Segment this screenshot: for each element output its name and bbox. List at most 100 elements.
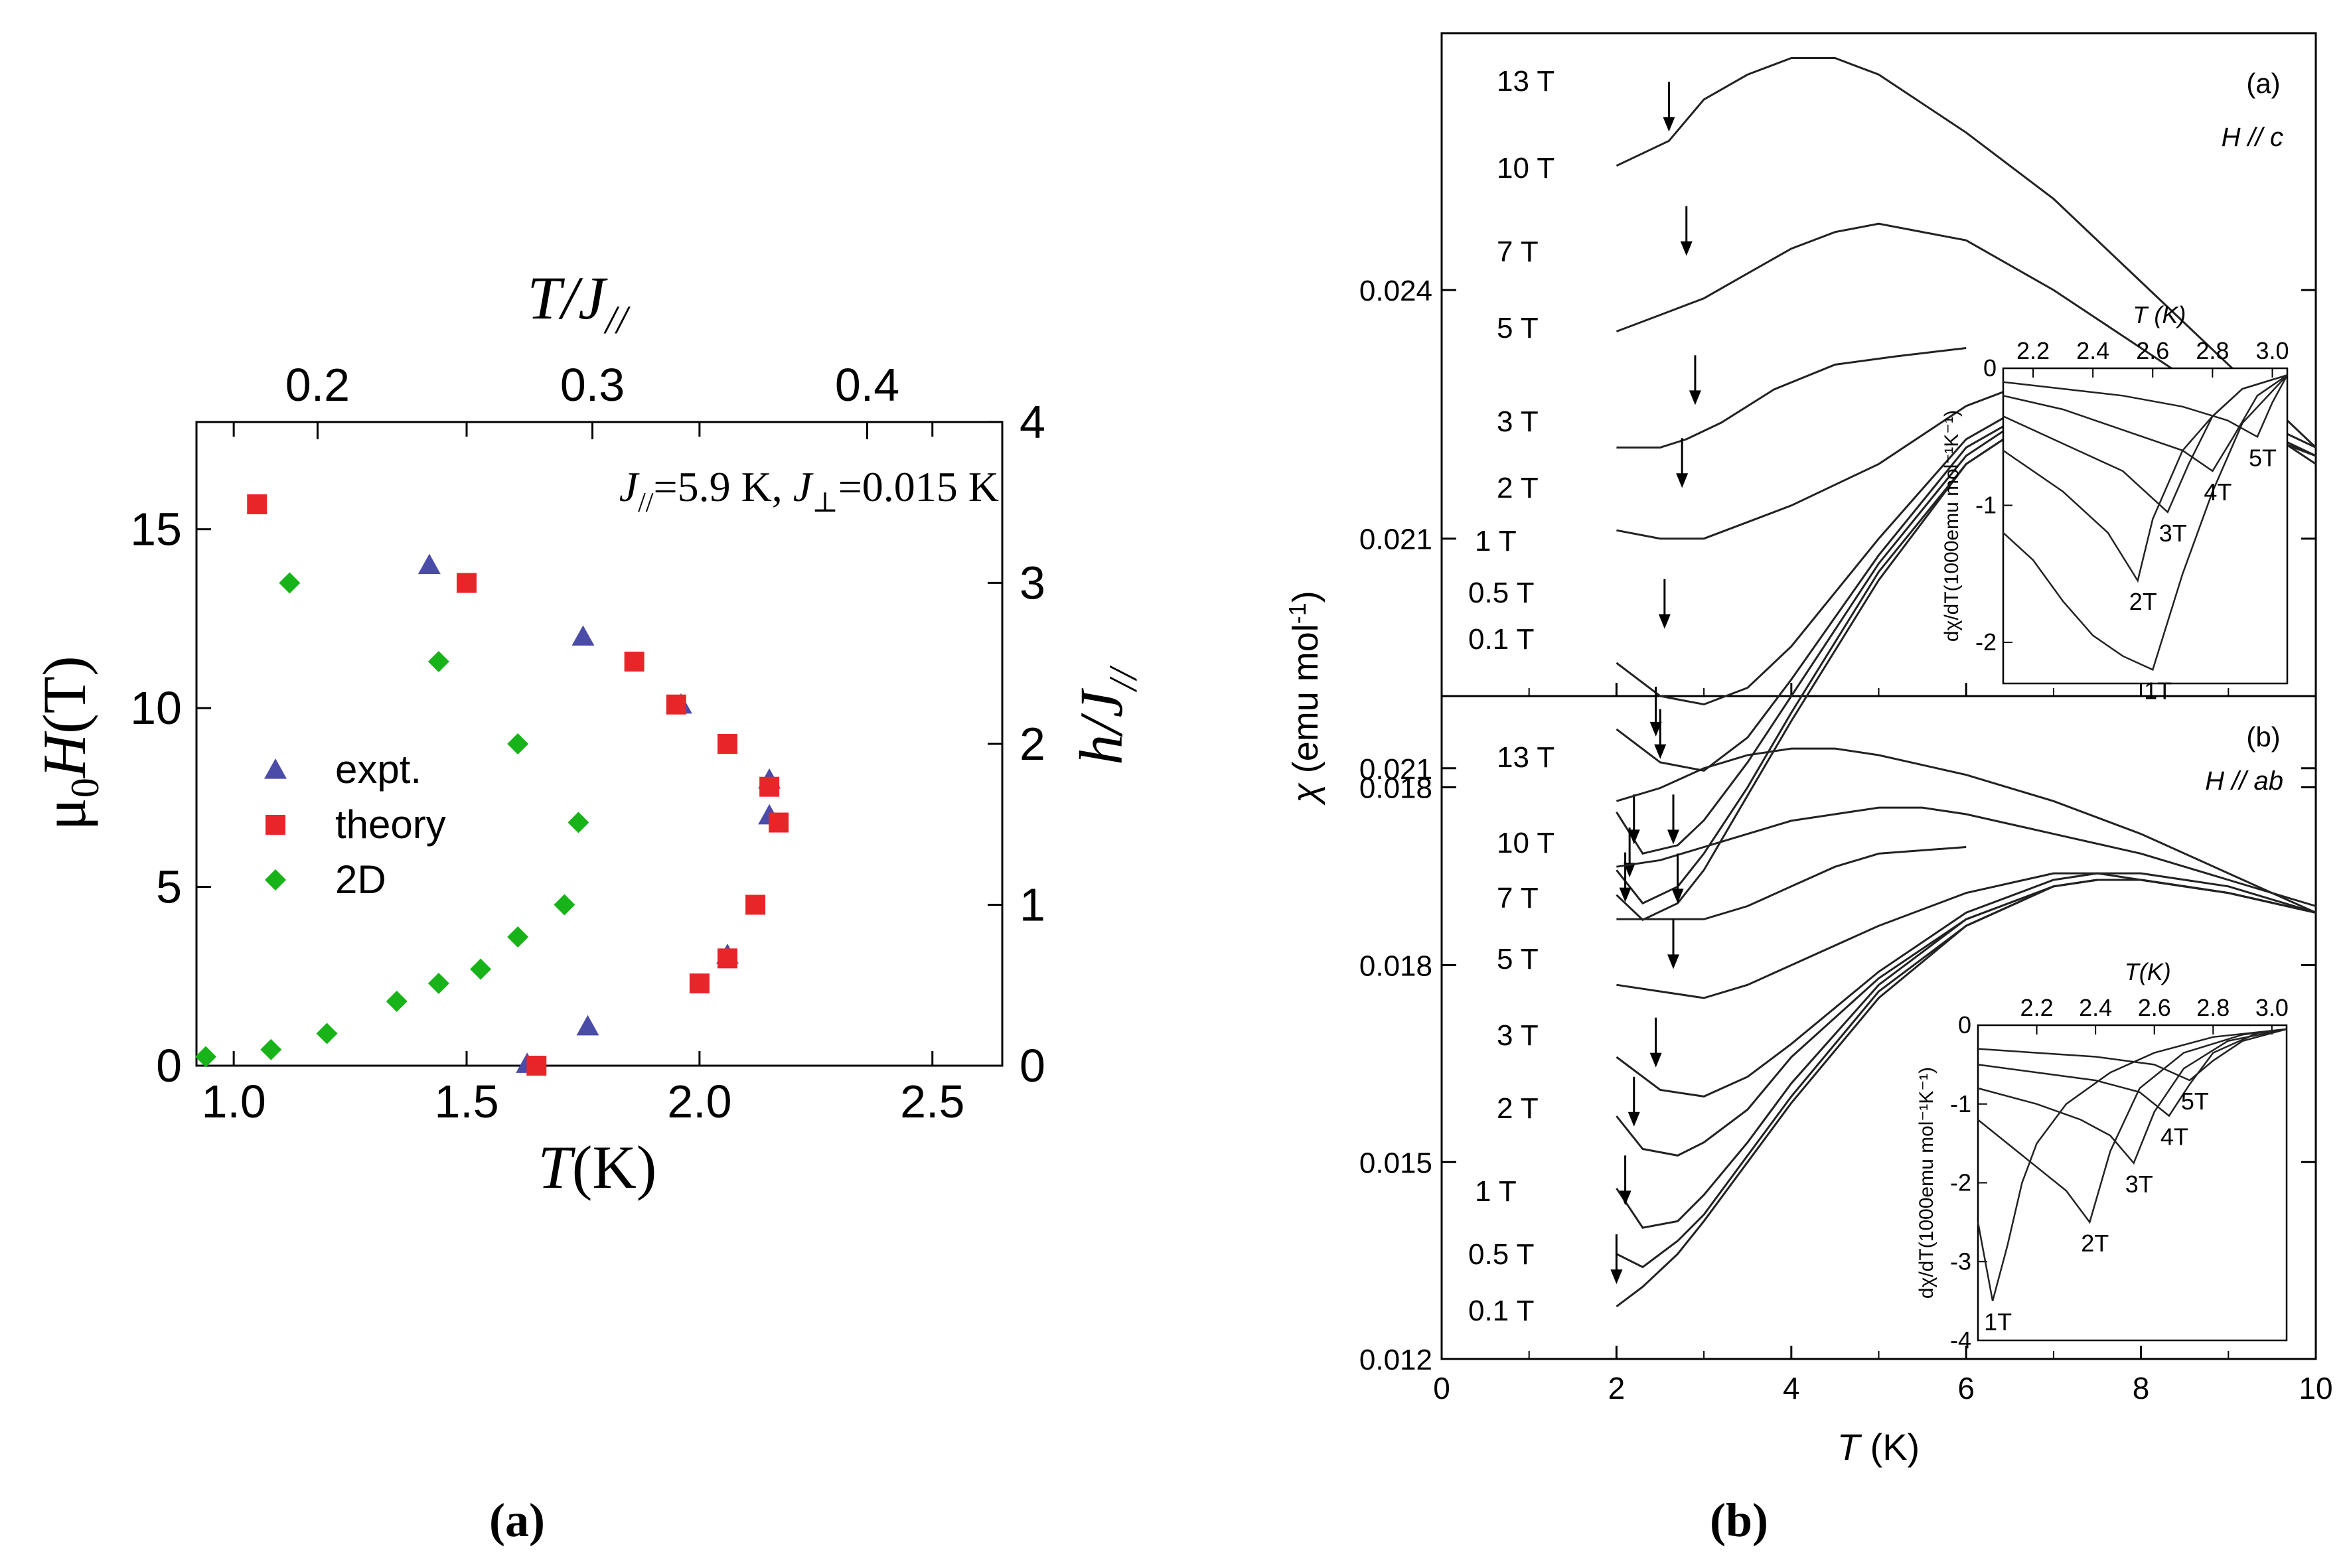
field-label: 2 T [1497, 1092, 1539, 1125]
field-label: 3 T [1497, 405, 1539, 438]
field-label: 7 T [1497, 882, 1539, 914]
x-tick-label: 0 [1433, 1371, 1450, 1405]
legend-marker [265, 815, 285, 835]
panel-a-x-axis-title: T(K) [538, 1133, 657, 1201]
point-2d [470, 958, 492, 980]
point-theory [759, 776, 780, 797]
curve-13T [1616, 747, 2316, 914]
inset-x-tick-label: 2.4 [2079, 994, 2112, 1021]
inset-x-tick-label: 2.8 [2196, 337, 2229, 364]
legend-label: expt. [335, 747, 421, 792]
arrow-head [1680, 241, 1693, 256]
arrow-head [1610, 1269, 1623, 1285]
x-tick-label: 1.0 [201, 1076, 265, 1127]
field-label: 10 T [1497, 827, 1554, 859]
field-label: 1 T [1475, 1175, 1517, 1208]
point-expt [571, 625, 595, 646]
right-tick-label: 2 [1020, 718, 1045, 770]
inset-curve [1977, 1028, 2287, 1165]
panel-a-chart: 1.0 1.5 2.0 2.5 0 5 10 15 0.2 0.3 0.4 0 1 2 3 4 T/J// T… [31, 264, 1145, 1201]
y-tick-label: 0.015 [1359, 1147, 1432, 1179]
curve-10T [1616, 806, 2316, 907]
legend-label: theory [335, 802, 446, 847]
x-tick-label: 2.0 [667, 1076, 731, 1127]
inset-curve [1977, 1028, 2287, 1224]
arrow-head [1628, 829, 1640, 845]
point-theory [689, 973, 710, 994]
point-2d [195, 1046, 217, 1068]
inset-curve-label: 2T [2081, 1230, 2109, 1257]
panel-a-y-axis-title: μ0H(T) [31, 656, 107, 830]
panel-a-legend: expt. theory 2D [264, 747, 446, 902]
field-label: 0.1 T [1468, 1295, 1534, 1327]
inset-curve [2003, 374, 2289, 439]
panel-b-labels: 13 T 10 T 7 T 5 T 3 T 2 T 1 T 0.5 T 0.1 T (a) H //… [1468, 65, 2283, 1327]
field-label: 5 T [1497, 312, 1539, 344]
field-direction: H // c [2222, 123, 2283, 152]
x-tick-label: 2.5 [900, 1076, 964, 1127]
point-theory [457, 573, 477, 593]
inset-y-tick-label: -4 [1950, 1326, 1971, 1354]
inset-curve [2003, 374, 2288, 472]
top-tick-label: 0.4 [835, 359, 899, 411]
inset-x-tick-label: 2.4 [2076, 337, 2109, 364]
y-tick-label: 0.021 [1359, 753, 1432, 786]
top-tick-label: 0.2 [285, 359, 350, 411]
point-expt [417, 553, 441, 575]
inset-curve [2003, 374, 2288, 672]
point-theory [717, 948, 737, 969]
inset-x-title: T(K) [2125, 958, 2171, 985]
inset-y-tick-label: -2 [1975, 628, 1997, 656]
arrow-head [1628, 1111, 1640, 1127]
field-label: 10 T [1497, 152, 1554, 184]
point-theory [745, 894, 766, 915]
legend-label: 2D [335, 857, 386, 902]
right-tick-label: 3 [1020, 557, 1045, 608]
point-theory [717, 734, 737, 754]
inset-curve-label: 2T [2129, 588, 2157, 615]
inset-curve-label: 4T [2160, 1123, 2188, 1151]
inset-x-tick-label: 2.2 [2016, 337, 2050, 364]
point-2d [507, 733, 529, 754]
point-expt [576, 1015, 599, 1036]
curve-13T [1616, 57, 2317, 449]
y-tick-label: 0.021 [1359, 524, 1432, 556]
legend-marker [265, 869, 286, 891]
inset-y-title: dχ/dT(1000emu mol⁻¹K⁻¹) [1941, 410, 1963, 642]
inset-curve [2003, 374, 2288, 514]
point-2d [427, 973, 449, 995]
inset-x-tick-label: 3.0 [2255, 337, 2289, 364]
arrow-head [1619, 1190, 1631, 1206]
arrow-head [1619, 887, 1631, 902]
arrow-head [1667, 954, 1680, 969]
point-2d [316, 1023, 338, 1044]
panel-a-right-axis-title: h/J// [1067, 665, 1145, 765]
subpanel-label: (b) [2246, 721, 2280, 752]
x-tick-label: 1.5 [434, 1076, 498, 1127]
field-label: 0.5 T [1468, 1238, 1534, 1271]
panel-b-ticks: 0 2 4 6 8 100.0180.0210.0240.0120.0150.0180.0… [1359, 275, 2333, 1405]
inset-y-title: dχ/dT(1000emu mol⁻¹K⁻¹) [1916, 1067, 1937, 1299]
inset-curve [1977, 1028, 2287, 1117]
inset-curve [1977, 1028, 2287, 1301]
field-label: 0.5 T [1468, 577, 1534, 609]
point-2d [427, 651, 449, 673]
x-tick-label: 4 [1783, 1371, 1800, 1405]
point-2d [386, 991, 408, 1012]
inset-frame [1977, 1024, 2288, 1342]
arrow-head [1649, 1052, 1662, 1068]
point-2d [568, 812, 589, 833]
point-theory [624, 652, 644, 672]
inset-x-tick-label: 3.0 [2255, 994, 2289, 1021]
right-tick-label: 0 [1020, 1040, 1045, 1092]
y-tick-label: 0.024 [1359, 275, 1432, 307]
curve-10T [1616, 222, 2316, 465]
curve-7T [1616, 846, 1967, 920]
y-tick-label: 5 [156, 861, 182, 913]
x-tick-label: 6 [1957, 1371, 1975, 1405]
inset-y-tick-label: 0 [1983, 354, 1997, 382]
y-tick-label: 0.012 [1359, 1344, 1432, 1376]
point-2d [279, 572, 301, 594]
point-theory [526, 1056, 547, 1076]
point-2d [260, 1038, 282, 1060]
